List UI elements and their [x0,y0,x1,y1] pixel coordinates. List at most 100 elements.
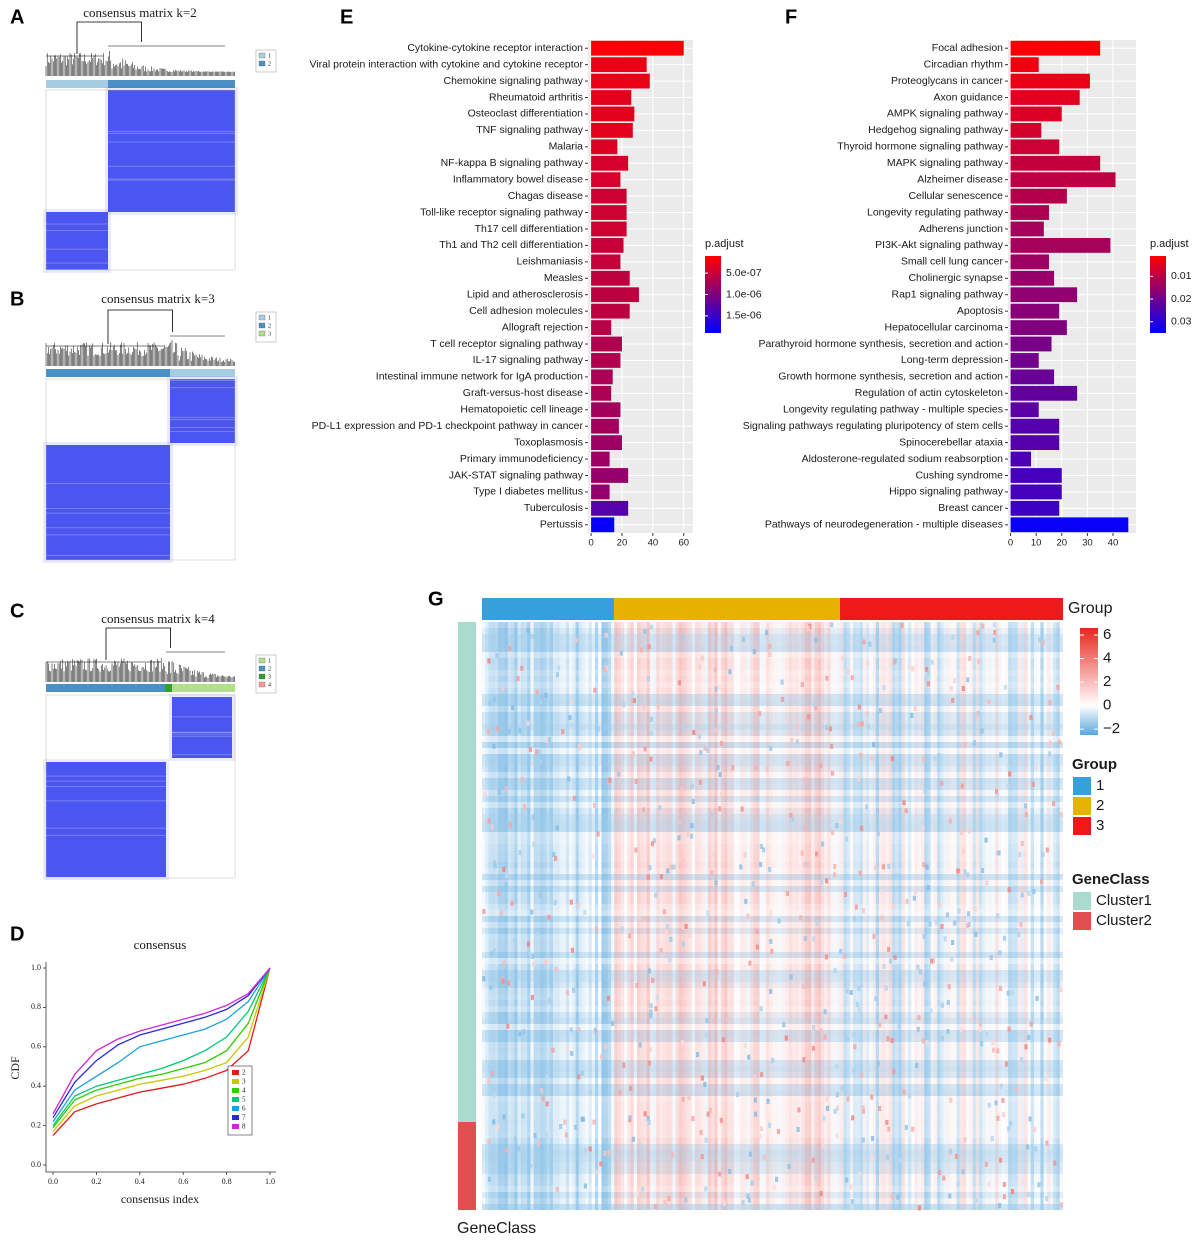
bar [591,320,612,335]
heatmap-speckle [580,1116,584,1122]
heatmap-column [588,622,593,1210]
heatmap-speckle [825,878,829,884]
heatmap-speckle [814,1117,818,1123]
heatmap-column [917,622,922,1210]
heatmap-speckle [526,627,530,633]
heatmap-speckle [508,822,512,828]
heatmap-speckle [916,1026,920,1032]
category-label: Spinocerebellar ataxia [899,436,1003,448]
heatmap-row [482,1036,1063,1042]
heatmap-speckle [622,702,626,708]
heatmap-column [682,622,686,1210]
heatmap-column [788,622,793,1210]
heatmap-row [482,898,1063,904]
heatmap-speckle [660,687,664,693]
category-label: Focal adhesion [932,42,1003,54]
heatmap-speckle [800,850,804,856]
heatmap-column [672,622,676,1210]
heatmap-speckle [614,1024,618,1030]
heatmap-speckle [870,1094,874,1100]
heatmap-column [914,622,919,1210]
heatmap-speckle [951,940,955,945]
heatmap-speckle [1006,783,1010,789]
legend-swatch [258,657,266,664]
heatmap-speckle [946,1000,950,1005]
heatmap-speckle [913,706,917,712]
heatmap-speckle [547,914,551,920]
bar [1010,270,1055,286]
heatmap-speckle [780,679,784,685]
heatmap-speckle [1032,1127,1037,1133]
legend-label: 2 [268,61,271,67]
heatmap-speckle [1028,1116,1032,1122]
legend-box [227,1065,253,1136]
heatmap-speckle [517,1146,521,1152]
heatmap-row [482,1078,1063,1084]
heatmap-speckle [953,920,957,926]
geneclass-bar-label: GeneClass [457,1220,536,1237]
cdf-line [52,967,271,1126]
heatmap-column [736,622,741,1210]
heatmap-speckle [931,958,935,964]
heatmap-speckle [546,958,550,964]
heatmap-speckle [532,961,536,967]
heatmap-speckle [954,1153,958,1159]
heatmap-column [507,622,512,1210]
matrix-stripe [108,165,235,167]
heatmap-speckle [583,1183,587,1189]
cdf-line [52,967,271,1123]
heatmap-column [840,622,844,1210]
heatmap-speckle [502,1114,506,1120]
heatmap-row [482,1162,1063,1168]
heatmap-speckle [492,696,496,702]
heatmap-speckle [852,1032,856,1038]
cdf-line [52,967,271,1129]
heatmap-speckle [632,698,636,704]
heatmap-column [614,622,618,1210]
heatmap-speckle [636,1191,640,1197]
heatmap-column [1043,622,1048,1210]
category-label: PD-L1 expression and PD-1 checkpoint pat… [312,420,584,432]
heatmap-speckle [803,861,807,867]
heatmap-speckle [930,659,934,665]
heatmap-column [665,622,670,1210]
heatmap-column [543,622,547,1210]
heatmap-speckle [830,830,835,836]
cluster-bar [172,684,235,692]
heatmap-speckle [980,728,984,734]
heatmap-speckle [700,655,704,661]
heatmap-speckle [960,634,964,640]
bar [591,435,622,451]
heatmap-speckle [966,872,970,878]
heatmap-row [482,1150,1063,1156]
heatmap-column [704,622,709,1210]
heatmap-speckle [870,755,874,761]
heatmap-speckle [1020,892,1024,898]
heatmap-speckle [719,1117,723,1123]
matrix-stripe [46,786,166,788]
heatmap-column [511,622,515,1210]
heatmap-speckle [653,1204,657,1209]
heatmap-speckle [830,743,834,749]
heatmap-row [482,754,1063,760]
heatmap-speckle [718,772,722,778]
heatmap-speckle [871,1136,875,1141]
category-label: Th17 cell differentiation [475,223,584,235]
heatmap-speckle [789,974,793,980]
heatmap-speckle [656,781,660,787]
heatmap-column [930,622,935,1210]
legend-swatch [258,314,266,321]
heatmap-speckle [593,803,597,808]
heatmap-speckle [755,928,759,934]
heatmap-speckle [706,747,710,753]
heatmap-speckle [1024,811,1028,817]
heatmap-speckle [961,1169,965,1175]
heatmap-speckle [926,670,930,676]
category-label: Pathways of neurodegeneration - multiple… [765,519,1003,531]
heatmap-column [620,622,625,1210]
heatmap-column [795,622,799,1210]
heatmap-speckle [714,686,718,692]
category-label: Toxoplasmosis [514,436,583,448]
heatmap-speckle [908,1093,912,1099]
heatmap-speckle [846,669,850,675]
